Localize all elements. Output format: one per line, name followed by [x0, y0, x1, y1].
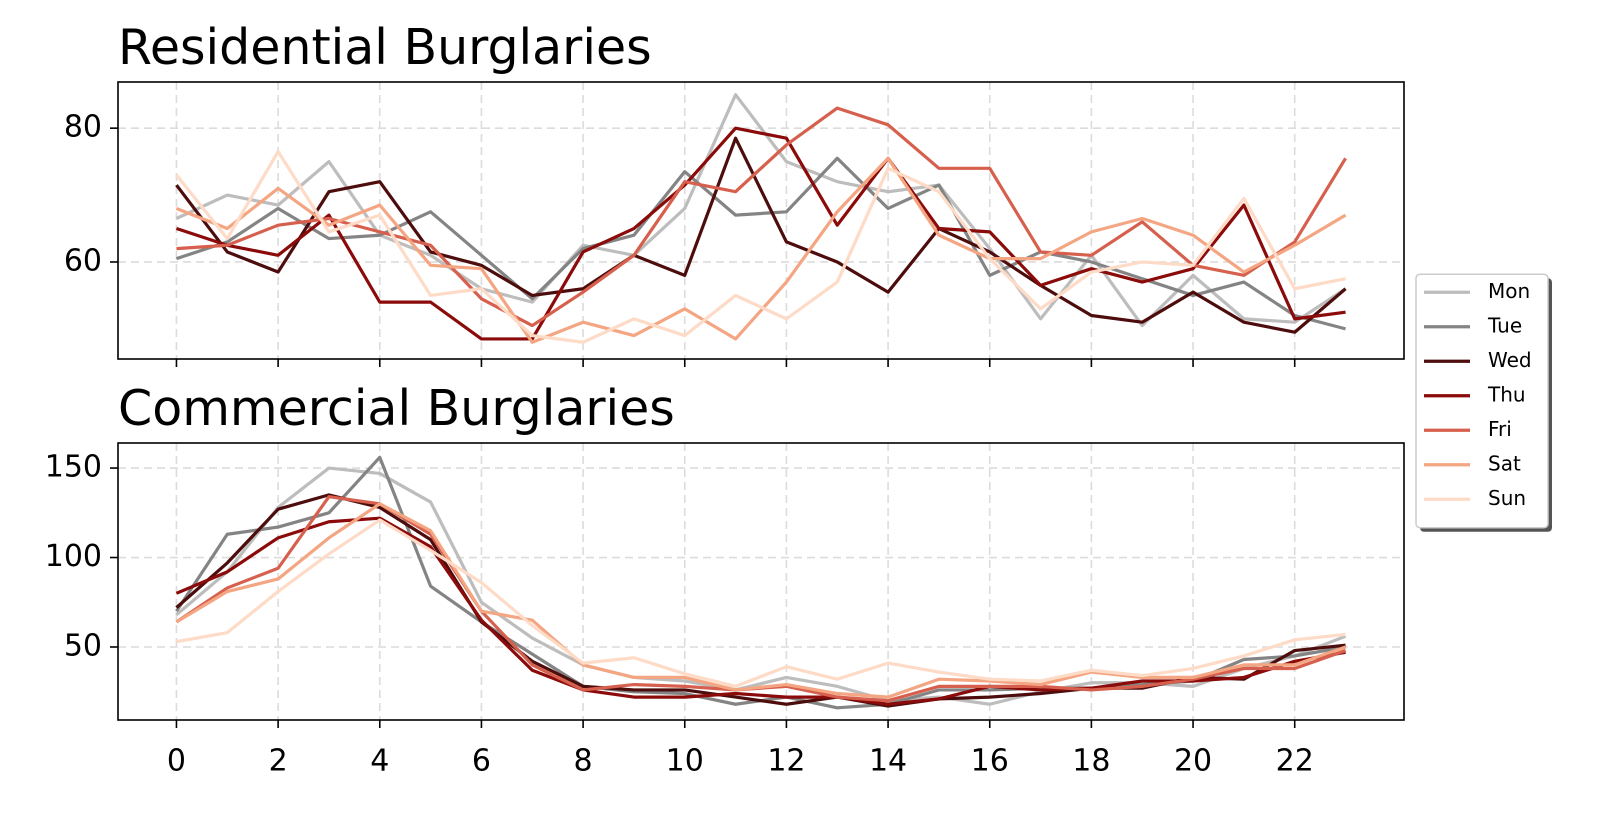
y-tick-label: 50: [64, 628, 102, 663]
legend-label: Fri: [1488, 417, 1512, 441]
legend-label: Sun: [1488, 486, 1526, 510]
x-tick-label: 6: [472, 744, 491, 779]
series-line: [175, 126, 1346, 341]
series-line: [175, 156, 1346, 331]
series-line: [176, 106, 1347, 328]
series-line: [175, 502, 1347, 699]
x-tick-label: 10: [666, 744, 704, 779]
y-tick-label: 150: [45, 450, 102, 485]
series-line: [175, 516, 1346, 706]
chart-title: Residential Burglaries: [118, 19, 652, 76]
series-line: [175, 93, 1347, 328]
legend-box: [1415, 273, 1549, 529]
y-tick-label: 80: [64, 110, 102, 145]
legend-label: Sat: [1488, 451, 1521, 475]
chart-title: Commercial Burglaries: [118, 380, 675, 437]
x-tick-label: 8: [574, 744, 593, 779]
x-tick-label: 22: [1276, 744, 1314, 779]
legend-label: Mon: [1488, 279, 1530, 303]
series-line: [175, 149, 1346, 344]
legend-label: Thu: [1487, 382, 1526, 406]
x-tick-label: 12: [767, 744, 805, 779]
plot-frame: [117, 442, 1405, 721]
series-line: [175, 466, 1347, 706]
series-line: [175, 495, 1347, 703]
y-tick-label: 60: [64, 243, 102, 278]
x-tick-label: 4: [370, 744, 389, 779]
plot-frame: [117, 81, 1405, 360]
series-line: [175, 493, 1346, 708]
series-line: [175, 156, 1347, 344]
legend-label: Tue: [1487, 313, 1522, 337]
legend-label: Wed: [1488, 348, 1532, 372]
x-tick-label: 18: [1072, 744, 1110, 779]
x-tick-label: 16: [971, 744, 1009, 779]
x-tick-label: 20: [1174, 744, 1212, 779]
x-tick-label: 0: [167, 744, 186, 779]
y-tick-label: 100: [45, 539, 102, 574]
series-line: [176, 518, 1346, 688]
legend: Mon Tue Wed Thu Fri Sat Sun: [1415, 273, 1552, 532]
x-tick-label: 2: [269, 744, 288, 779]
series-line: [175, 136, 1347, 334]
x-tick-label: 14: [869, 744, 907, 779]
